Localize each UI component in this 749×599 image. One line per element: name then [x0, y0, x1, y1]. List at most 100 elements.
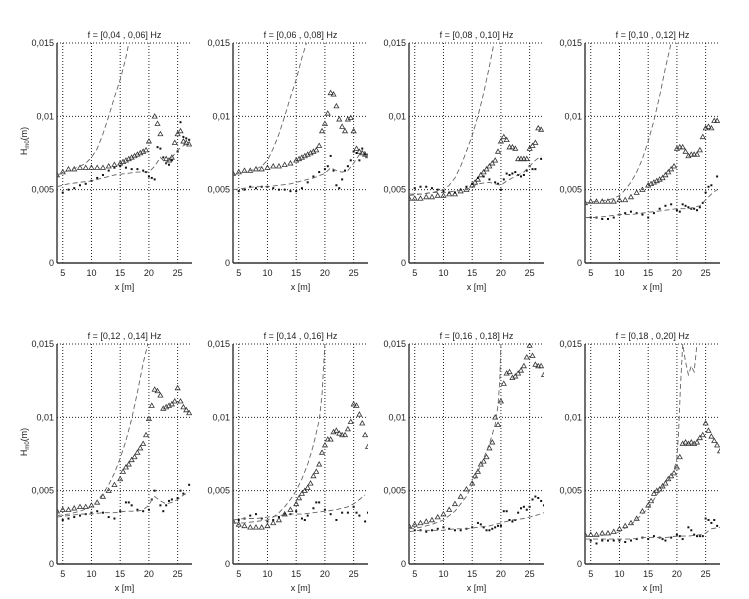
- series-model-steep: [233, 343, 326, 524]
- x-tick-label: 5: [236, 268, 241, 278]
- triangle-point: [281, 510, 288, 517]
- dot-point: [168, 499, 171, 502]
- triangle-point: [440, 192, 447, 198]
- triangle-point: [457, 493, 464, 499]
- dot-point: [107, 516, 110, 519]
- triangle-point: [693, 151, 701, 157]
- dot-point: [358, 514, 361, 517]
- triangle-point: [359, 419, 366, 426]
- dot-point: [707, 519, 710, 521]
- dot-point: [341, 178, 344, 181]
- x-tick-label: 25: [173, 569, 183, 579]
- y-tick-label: 0,015: [31, 339, 54, 349]
- triangle-point: [364, 443, 368, 449]
- dot-point: [696, 535, 699, 538]
- dot-point: [119, 510, 122, 513]
- dot-point: [367, 511, 368, 514]
- dot-point: [606, 218, 609, 220]
- triangle-point: [529, 352, 536, 358]
- triangle-point: [515, 155, 522, 162]
- dot-point: [295, 190, 298, 193]
- triangle-point: [451, 190, 459, 197]
- dot-point: [147, 175, 150, 178]
- triangle-point: [711, 437, 718, 444]
- triangle-point: [177, 397, 184, 404]
- dot-point: [678, 535, 681, 538]
- dot-point: [237, 190, 240, 193]
- triangle-point: [708, 124, 715, 131]
- dot-point: [142, 510, 145, 513]
- dot-point: [589, 216, 592, 219]
- dot-point: [413, 187, 416, 190]
- dot-point: [364, 153, 367, 156]
- triangle-point: [665, 168, 672, 175]
- triangle-point: [647, 497, 655, 504]
- dot-point: [540, 157, 543, 160]
- triangle-point: [316, 461, 323, 467]
- triangle-point: [474, 176, 482, 182]
- triangle-point: [356, 411, 363, 417]
- triangle-point: [174, 130, 181, 137]
- triangle-point: [65, 506, 72, 512]
- triangle-point: [693, 439, 701, 445]
- triangle-point: [316, 142, 323, 148]
- dot-point: [710, 521, 713, 524]
- triangle-point: [344, 425, 351, 432]
- series-model-steep: [409, 343, 502, 530]
- triangle-point: [627, 193, 635, 200]
- dot-point: [272, 187, 275, 190]
- triangle-point: [145, 415, 153, 422]
- triangle-point: [423, 193, 430, 200]
- dot-point: [182, 492, 185, 495]
- dot-point: [283, 513, 286, 516]
- triangle-point: [356, 148, 363, 154]
- x-tick-label: 10: [614, 268, 624, 278]
- dot-point: [652, 535, 655, 538]
- dot-point: [136, 168, 139, 171]
- triangle-point: [446, 190, 453, 197]
- dot-point: [312, 507, 315, 510]
- triangle-point: [705, 123, 712, 129]
- x-tick-label: 20: [144, 569, 154, 579]
- dot-point: [684, 204, 687, 207]
- triangle-point: [330, 91, 337, 97]
- dot-point: [176, 150, 179, 153]
- dot-point: [595, 542, 598, 545]
- dot-point: [142, 169, 145, 172]
- y-tick-label: 0: [401, 559, 406, 569]
- dot-point: [618, 539, 621, 542]
- series-model-flat: [585, 526, 720, 540]
- dot-point: [101, 174, 104, 176]
- dot-point: [300, 517, 303, 520]
- y-tick-label: 0,01: [388, 111, 406, 121]
- dot-point: [147, 508, 150, 511]
- y-tick-label: 0,005: [207, 486, 230, 496]
- triangle-point: [500, 133, 507, 140]
- dot-point: [502, 178, 505, 181]
- dot-point: [508, 519, 511, 521]
- dot-point: [165, 504, 168, 507]
- triangle-point: [122, 463, 130, 470]
- triangle-point: [409, 195, 413, 201]
- dot-point: [67, 188, 70, 191]
- y-tick-label: 0,01: [564, 111, 582, 121]
- dot-point: [318, 501, 321, 504]
- triangle-point: [71, 505, 78, 511]
- triangle-point: [339, 431, 346, 438]
- triangle-point: [532, 139, 539, 145]
- triangle-point: [616, 196, 623, 203]
- triangle-point: [517, 367, 525, 373]
- dot-point: [448, 527, 451, 530]
- series-model-steep: [57, 42, 130, 176]
- x-tick-label: 10: [262, 268, 272, 278]
- dot-point: [119, 165, 122, 168]
- dot-point: [687, 206, 690, 209]
- dot-point: [713, 519, 716, 521]
- triangle-point: [708, 433, 715, 439]
- dot-point: [497, 182, 500, 185]
- dot-point: [162, 156, 165, 159]
- dot-point: [188, 138, 191, 141]
- dot-point: [520, 507, 523, 510]
- triangle-point: [696, 146, 703, 153]
- dot-point: [73, 187, 76, 190]
